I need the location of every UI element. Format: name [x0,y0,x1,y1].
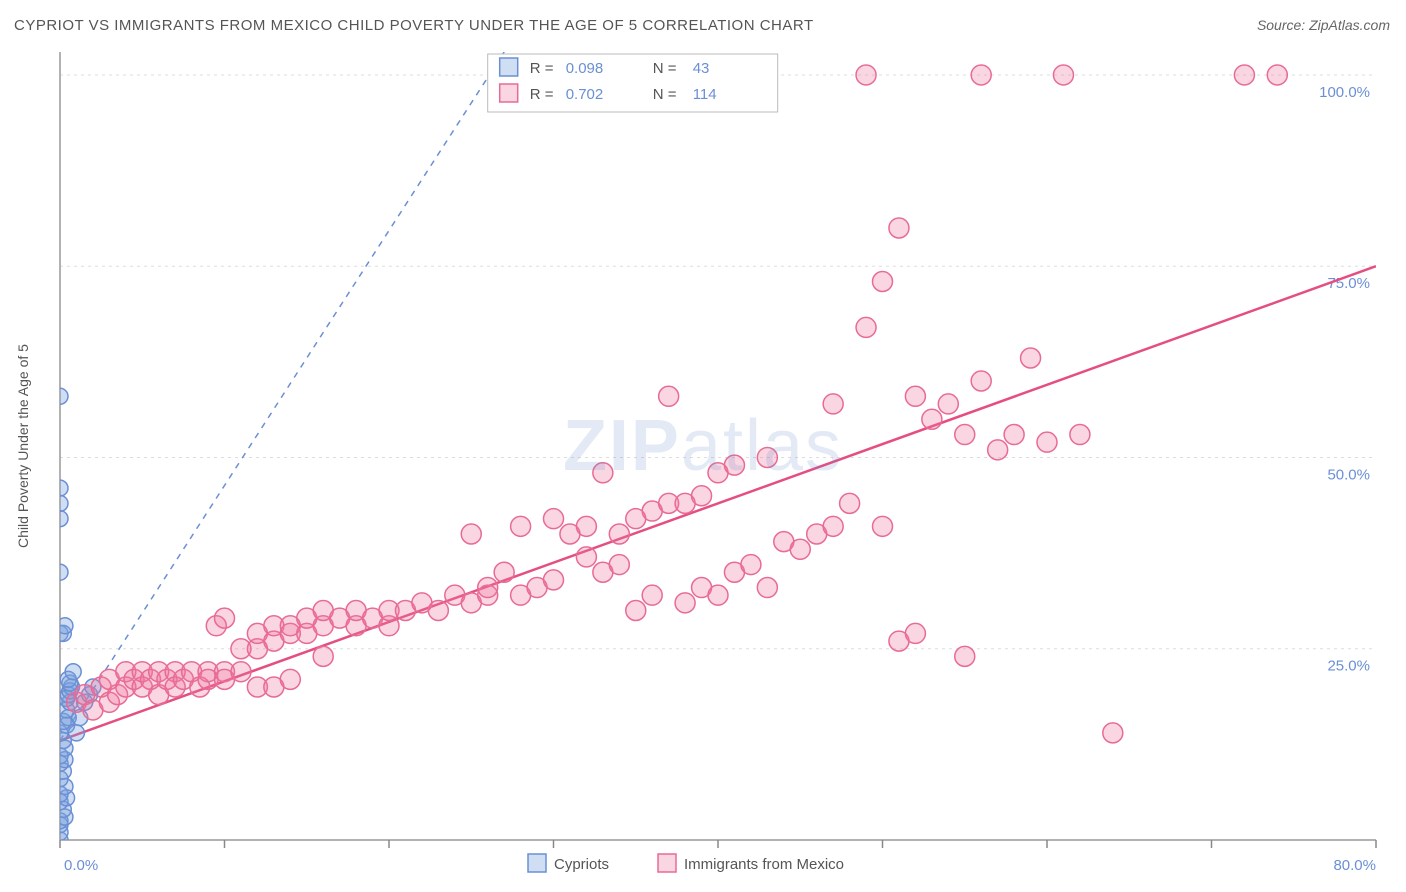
data-point [938,394,958,414]
data-point [576,547,596,567]
data-point [609,524,629,544]
y-tick-label: 50.0% [1327,466,1370,483]
legend-n-value: 43 [693,60,710,77]
y-tick-label: 75.0% [1327,275,1370,292]
data-point [428,600,448,620]
legend-n-value: 114 [693,86,717,103]
data-point [461,524,481,544]
trend-line [60,266,1376,740]
legend-swatch [500,84,518,102]
data-point [52,511,68,527]
data-point [576,516,596,536]
data-point [757,578,777,598]
y-tick-label: 25.0% [1327,658,1370,675]
legend-series-label: Immigrants from Mexico [684,856,844,873]
data-point [873,516,893,536]
data-point [609,555,629,575]
data-point [692,486,712,506]
data-point [823,394,843,414]
data-point [971,371,991,391]
data-point [478,578,498,598]
data-point [593,463,613,483]
data-point [52,480,68,496]
data-point [922,409,942,429]
data-point [626,600,646,620]
data-point [971,65,991,85]
legend-swatch [528,854,546,872]
legend-r-label: R = [530,86,554,103]
y-axis-label: Child Poverty Under the Age of 5 [15,344,31,548]
data-point [52,564,68,580]
data-point [544,509,564,529]
data-point [511,516,531,536]
data-point [494,562,514,582]
data-point [955,425,975,445]
data-point [280,669,300,689]
x-tick-label: 80.0% [1333,857,1376,874]
data-point [741,555,761,575]
data-point [856,317,876,337]
data-point [856,65,876,85]
chart-title: CYPRIOT VS IMMIGRANTS FROM MEXICO CHILD … [14,17,814,34]
legend-n-label: N = [653,86,677,103]
data-point [215,608,235,628]
y-tick-label: 100.0% [1319,84,1370,101]
data-point [708,585,728,605]
data-point [1070,425,1090,445]
legend-r-label: R = [530,60,554,77]
data-point [642,585,662,605]
data-point [905,386,925,406]
legend-swatch [658,854,676,872]
data-point [840,493,860,513]
data-point [1103,723,1123,743]
data-point [1037,432,1057,452]
data-point [988,440,1008,460]
data-point [823,516,843,536]
data-point [52,495,68,511]
source-text: Source: ZipAtlas.com [1257,17,1390,33]
correlation-chart: CYPRIOT VS IMMIGRANTS FROM MEXICO CHILD … [0,0,1406,892]
data-point [905,623,925,643]
data-point [889,218,909,238]
data-point [675,593,695,613]
legend-swatch [500,58,518,76]
data-point [724,455,744,475]
data-point [873,272,893,292]
data-point [1234,65,1254,85]
data-point [313,646,333,666]
data-point [68,725,84,741]
data-point [757,447,777,467]
data-point [659,386,679,406]
data-point [231,662,251,682]
data-point [1267,65,1287,85]
data-point [790,539,810,559]
data-point [955,646,975,666]
data-point [65,664,81,680]
data-point [1004,425,1024,445]
legend-series-label: Cypriots [554,856,609,873]
x-tick-label: 0.0% [64,857,98,874]
legend-n-label: N = [653,60,677,77]
data-point [1053,65,1073,85]
data-point [1021,348,1041,368]
data-point [52,388,68,404]
legend-r-value: 0.702 [566,86,604,103]
data-point [544,570,564,590]
legend-r-value: 0.098 [566,60,604,77]
